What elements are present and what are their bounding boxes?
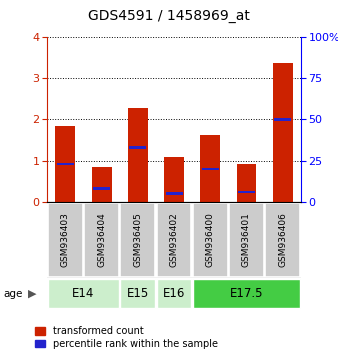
Bar — [55, 126, 75, 202]
Text: age: age — [3, 289, 23, 299]
Bar — [274, 118, 291, 121]
Text: GSM936401: GSM936401 — [242, 212, 251, 267]
Bar — [229, 202, 264, 277]
Bar — [237, 164, 257, 202]
Bar — [57, 162, 74, 165]
Bar — [157, 280, 191, 308]
Bar — [200, 135, 220, 202]
Text: GSM936404: GSM936404 — [97, 212, 106, 267]
Bar — [128, 108, 148, 202]
Bar — [157, 202, 191, 277]
Text: GSM936402: GSM936402 — [170, 212, 178, 267]
Bar — [120, 202, 155, 277]
Bar — [129, 146, 146, 149]
Bar — [202, 167, 219, 170]
Bar — [48, 202, 83, 277]
Text: GSM936405: GSM936405 — [134, 212, 142, 267]
Bar — [120, 280, 155, 308]
Text: ▶: ▶ — [28, 289, 37, 299]
Text: GDS4591 / 1458969_at: GDS4591 / 1458969_at — [88, 9, 250, 23]
Bar — [84, 202, 119, 277]
Bar — [265, 202, 300, 277]
Bar — [164, 157, 184, 202]
Bar — [238, 190, 255, 193]
Text: GSM936406: GSM936406 — [278, 212, 287, 267]
Bar — [193, 280, 300, 308]
Bar — [48, 280, 119, 308]
Bar — [193, 202, 228, 277]
Bar — [92, 167, 112, 202]
Text: GSM936403: GSM936403 — [61, 212, 70, 267]
Text: E17.5: E17.5 — [230, 287, 263, 300]
Text: E15: E15 — [127, 287, 149, 300]
Bar — [273, 63, 293, 202]
Legend: transformed count, percentile rank within the sample: transformed count, percentile rank withi… — [35, 326, 218, 349]
Bar — [166, 192, 183, 195]
Bar — [93, 187, 110, 190]
Text: E16: E16 — [163, 287, 185, 300]
Text: GSM936400: GSM936400 — [206, 212, 215, 267]
Text: E14: E14 — [72, 287, 95, 300]
